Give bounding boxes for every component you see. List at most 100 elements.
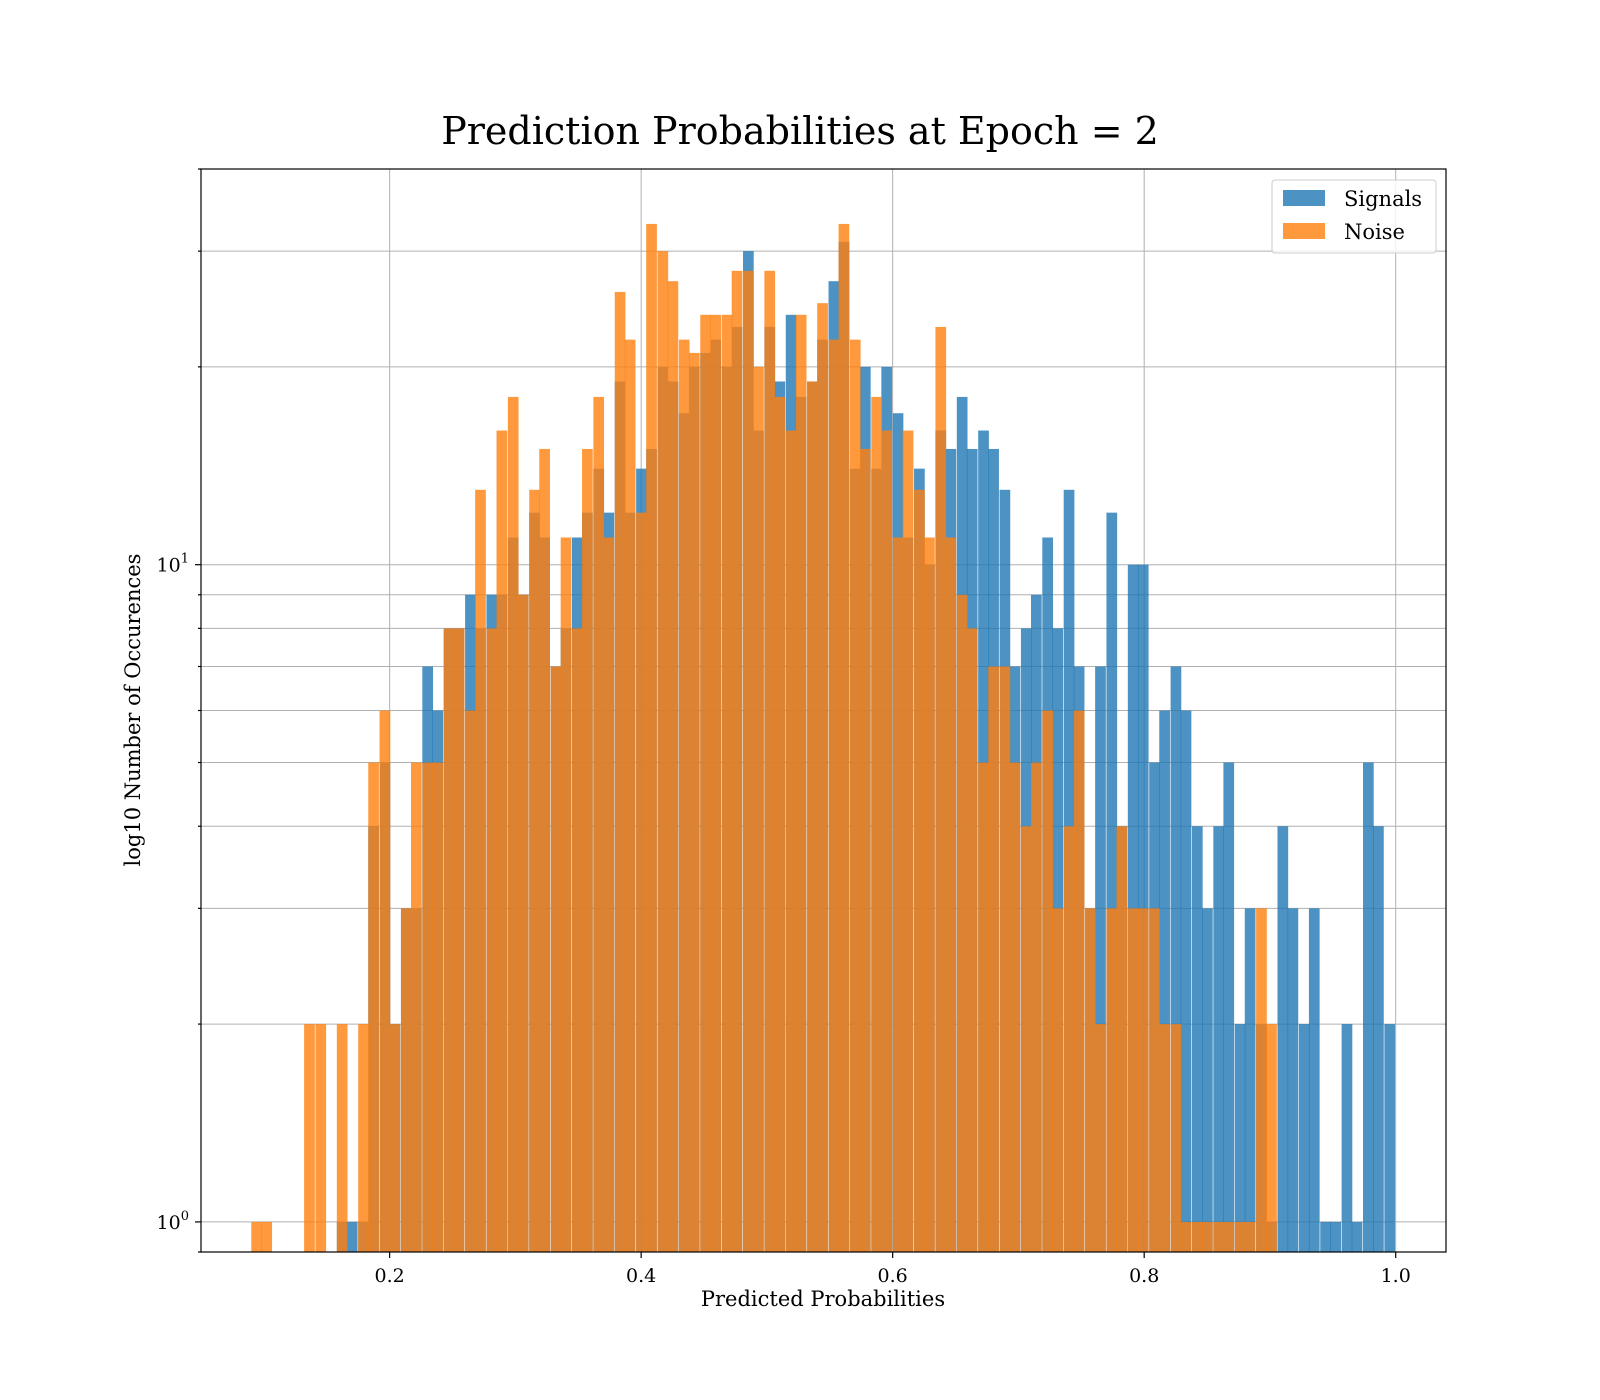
noise-bar [1244,1221,1256,1252]
noise-bar [1106,908,1118,1252]
noise-bar [539,448,550,1252]
noise-bar [560,537,572,1252]
noise-bar [1042,710,1054,1252]
legend-swatch-noise [1283,223,1325,239]
noise-bar [603,537,615,1252]
noise-bar [1191,1221,1203,1252]
noise-bar [475,489,486,1252]
noise-bar [914,489,925,1252]
noise-bar [1213,1221,1225,1252]
noise-bar [785,430,797,1252]
noise-bar [507,396,519,1252]
noise-bar [1009,762,1021,1252]
noise-bar [978,762,989,1252]
signals-bar [1095,666,1106,1252]
legend-label-noise: Noise [1344,220,1405,244]
noise-bar [1256,908,1267,1252]
noise-bar [1180,1221,1192,1252]
legend-swatch-signals [1283,190,1325,206]
noise-bar [400,908,412,1252]
noise-bar [710,314,722,1253]
noise-bar [336,1024,348,1252]
noise-bar [657,251,669,1252]
signals-bar [1373,826,1384,1252]
signals-bar [1202,908,1213,1252]
noise-bar [453,628,465,1252]
noise-bar [828,339,840,1252]
noise-bar [924,537,935,1252]
noise-bar [443,628,455,1252]
signals-bar [1308,908,1320,1252]
noise-bar [859,448,871,1252]
noise-bar [465,710,476,1252]
noise-bar [571,628,583,1252]
noise-bar [999,666,1011,1252]
noise-bar [614,291,626,1253]
noise-bar [379,710,391,1252]
signals-bar [1234,1024,1246,1252]
noise-bar [432,762,444,1252]
noise-bar [667,281,679,1252]
signals-bar [1320,1221,1331,1252]
signals-bar [1213,826,1225,1252]
noise-bar [1031,762,1042,1252]
signals-bar [1191,826,1203,1252]
signals-bar [1170,666,1182,1252]
signals-bar [1330,1221,1341,1252]
plot-frame [200,168,1447,1253]
noise-bar [774,396,786,1252]
noise-bar [721,314,733,1253]
noise-bar [935,326,947,1252]
noise-bars [251,223,1277,1253]
signals-bar [1277,826,1289,1252]
noise-bar [1127,908,1139,1252]
noise-bar [966,628,978,1252]
noise-bar [411,762,422,1252]
noise-bar [956,594,968,1252]
x-tick-label: 1.0 [1381,1265,1411,1287]
noise-bar [261,1221,273,1252]
y-axis-label: log10 Number of Occurences [121,554,145,867]
noise-bar [251,1221,262,1252]
noise-bar [945,537,957,1252]
noise-bar [358,1024,369,1252]
y-tick-label: 101 [157,552,189,577]
x-tick-label: 0.2 [375,1265,405,1287]
noise-bar [517,594,529,1252]
noise-bar [892,537,904,1252]
noise-bar [315,1024,327,1252]
noise-bar [1223,1221,1235,1252]
noise-bar [902,430,914,1252]
signals-bar [1137,564,1149,1252]
noise-bar [550,666,562,1252]
noise-bar [1052,908,1064,1252]
noise-bar [496,430,508,1252]
legend: Signals Noise [1271,179,1437,254]
noise-bar [817,303,828,1252]
noise-bar [582,448,593,1252]
noise-bar [1170,1024,1182,1252]
x-tick-label: 0.6 [878,1265,908,1287]
noise-bar [688,352,700,1252]
signals-bar [1159,710,1170,1252]
noise-bar [389,1024,401,1252]
signals-bar [1363,762,1374,1252]
x-tick-label: 0.4 [626,1265,656,1287]
signals-bar [1244,908,1256,1252]
signals-bar [346,1221,358,1252]
signals-bar [1298,1024,1310,1252]
noise-bar [1266,1024,1277,1252]
chart-title: Prediction Probabilities at Epoch = 2 [441,109,1159,153]
legend-label-signals: Signals [1344,187,1422,211]
x-axis-label: Predicted Probabilities [701,1287,945,1311]
noise-bar [881,430,893,1252]
noise-bar [1234,1221,1246,1252]
noise-bar [368,762,379,1252]
noise-bar [743,270,754,1253]
signals-bar [1127,564,1139,1252]
noise-bar [529,489,540,1252]
x-tick-label: 0.8 [1129,1265,1159,1287]
noise-bar [731,270,743,1253]
noise-bar [1116,826,1128,1252]
